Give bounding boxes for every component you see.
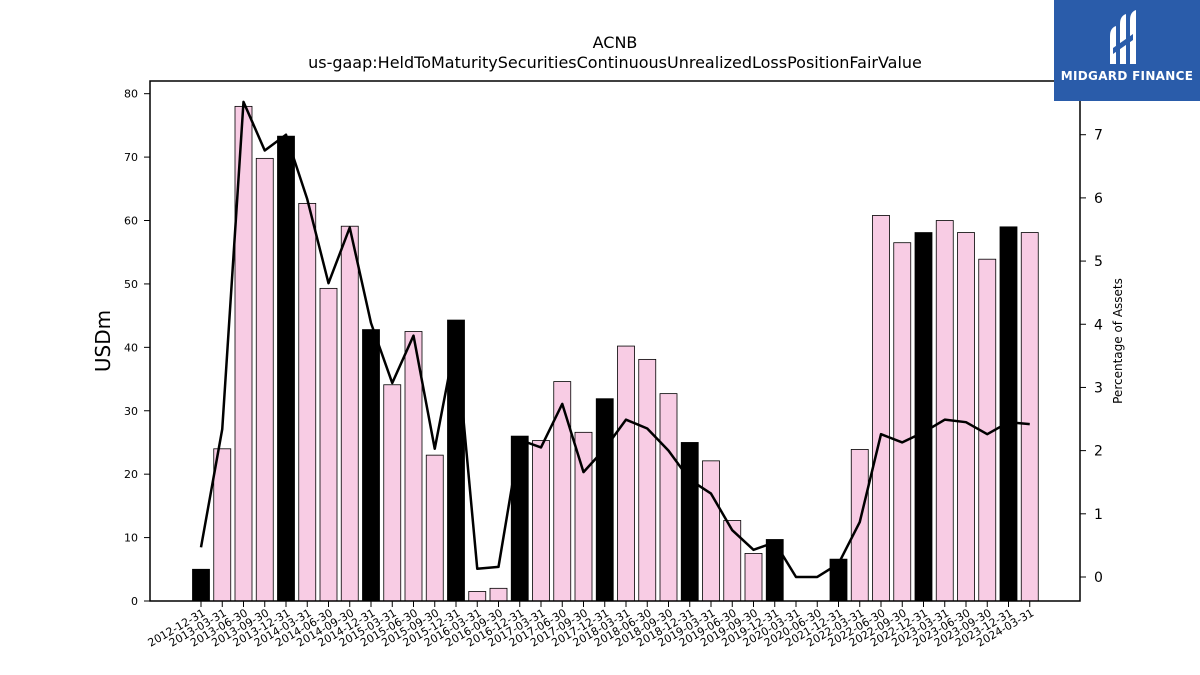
- bars-layer: [192, 105, 1039, 602]
- bar-2019-03-31: [702, 460, 720, 602]
- brand-logo: MIDGARD FINANCE: [1054, 0, 1200, 101]
- y-tick-label: 20: [124, 468, 138, 481]
- x-axis: 2012-12-312013-03-312013-06-302013-09-30…: [146, 601, 1036, 650]
- chart-subtitle: us-gaap:HeldToMaturitySecuritiesContinuo…: [308, 53, 922, 72]
- bar-2024-03-31: [1020, 232, 1039, 602]
- bar-2013-09-30: [255, 157, 274, 602]
- bar-2014-03-31: [298, 202, 317, 602]
- chart-title: ACNB: [593, 33, 638, 52]
- y-tick-label: 10: [124, 532, 138, 545]
- bar-2016-03-31: [468, 591, 487, 602]
- y2-tick-label: 4: [1094, 317, 1103, 333]
- bar-2014-12-31: [362, 329, 380, 602]
- bar-2015-03-31: [383, 384, 402, 602]
- bar-2022-06-30: [872, 215, 890, 602]
- left-axis: 0 10 20 30 40 50 60 70 80: [124, 88, 150, 608]
- y-tick-label: 60: [124, 215, 138, 228]
- bar-2022-12-31: [914, 232, 933, 602]
- bar-2013-12-31: [277, 135, 295, 602]
- bar-2015-12-31: [447, 319, 465, 602]
- bar-2017-12-31: [595, 398, 614, 602]
- bar-2012-12-31: [192, 568, 210, 602]
- y-tick-label: 50: [124, 278, 138, 291]
- bar-2023-03-31: [935, 220, 954, 602]
- y-tick-label: 80: [124, 88, 138, 101]
- bar-2016-12-31: [510, 435, 529, 602]
- bar-2022-03-31: [850, 449, 869, 602]
- logo-text: MIDGARD FINANCE: [1060, 69, 1194, 83]
- y-tick-label: 70: [124, 151, 138, 164]
- bar-2017-09-30: [574, 431, 593, 602]
- y2-tick-label: 7: [1094, 128, 1103, 144]
- bar-2018-12-31: [680, 442, 699, 602]
- logo-mark-icon: [1110, 10, 1136, 64]
- y2-tick-label: 3: [1094, 380, 1103, 396]
- y2-tick-label: 2: [1094, 444, 1103, 460]
- bar-2013-03-31: [213, 448, 232, 602]
- y-tick-label: 0: [131, 595, 138, 608]
- y-tick-label: 40: [124, 341, 138, 354]
- bar-2015-09-30: [425, 454, 444, 602]
- bar-2014-06-30: [319, 287, 338, 602]
- y2-tick-label: 6: [1094, 191, 1103, 207]
- bar-2018-09-30: [659, 393, 678, 602]
- bar-2014-09-30: [340, 225, 359, 602]
- bar-2019-06-30: [723, 520, 742, 602]
- bar-2017-03-31: [532, 440, 550, 602]
- bar-2018-03-31: [617, 345, 635, 602]
- bar-2022-09-30: [893, 242, 912, 602]
- y2-tick-label: 5: [1094, 254, 1103, 270]
- bar-2023-12-31: [999, 226, 1018, 602]
- y2-tick-label: 1: [1094, 507, 1103, 523]
- bar-2016-09-30: [489, 587, 508, 602]
- bar-2018-06-30: [638, 358, 657, 602]
- percentage-line: [199, 100, 1030, 579]
- y-axis-label: USDm: [91, 310, 115, 372]
- bar-2023-06-30: [957, 232, 975, 602]
- bar-2021-12-31: [829, 558, 848, 602]
- y-tick-label: 30: [124, 405, 138, 418]
- y2-axis-label: Percentage of Assets: [1111, 278, 1125, 404]
- bar-2019-09-30: [744, 553, 763, 602]
- right-axis: 0 1 2 3 4 5 6 7: [1080, 128, 1103, 586]
- bar-2019-12-31: [765, 539, 784, 602]
- plot-frame: [149, 80, 1081, 602]
- y2-tick-label: 0: [1094, 570, 1103, 586]
